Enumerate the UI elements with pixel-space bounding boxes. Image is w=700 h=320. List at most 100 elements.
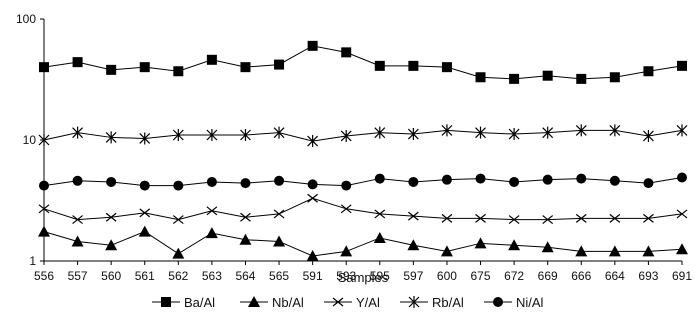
legend-item-nb-al: Nb/Al bbox=[240, 295, 304, 310]
data-point-ni-al bbox=[106, 176, 117, 187]
data-point-nb-al bbox=[440, 245, 453, 257]
data-point-nb-al bbox=[273, 235, 286, 247]
data-point-nb-al bbox=[205, 227, 218, 239]
axes bbox=[40, 18, 683, 265]
data-point-y-al bbox=[240, 212, 251, 222]
legend-label: Ni/Al bbox=[516, 295, 544, 310]
data-point-y-al bbox=[575, 213, 587, 223]
x-tick-label: 563 bbox=[202, 269, 222, 283]
data-point-y-al bbox=[72, 215, 83, 225]
series-line-rb-al bbox=[43, 129, 683, 142]
data-point-rb-al bbox=[307, 135, 319, 148]
x-tick-label: 564 bbox=[235, 269, 255, 283]
series-rb-al bbox=[38, 124, 688, 148]
data-point-ba-al bbox=[509, 73, 520, 84]
data-point-nb-al bbox=[105, 239, 118, 251]
data-point-ni-al bbox=[341, 180, 352, 191]
legend: Ba/Al Nb/Al Y/Al Rb/Al Ni/Al bbox=[152, 295, 544, 310]
data-point-ni-al bbox=[643, 178, 654, 189]
data-point-ba-al bbox=[643, 66, 654, 77]
data-point-rb-al bbox=[206, 128, 218, 141]
data-point-rb-al bbox=[642, 129, 654, 142]
data-point-ni-al bbox=[576, 173, 587, 184]
data-point-ni-al bbox=[173, 180, 184, 191]
data-point-rb-al bbox=[441, 124, 453, 137]
data-point-ba-al bbox=[441, 62, 452, 73]
series-ba-al bbox=[39, 40, 687, 84]
legend-label: Rb/Al bbox=[432, 295, 464, 310]
data-point-ba-al bbox=[542, 70, 553, 81]
data-point-rb-al bbox=[508, 128, 520, 141]
data-point-ni-al bbox=[374, 173, 385, 184]
data-point-ba-al bbox=[576, 73, 587, 84]
data-point-nb-al bbox=[138, 225, 151, 237]
x-tick-label: 672 bbox=[504, 269, 524, 283]
data-point-y-al bbox=[340, 204, 352, 214]
data-point-ba-al bbox=[240, 62, 251, 73]
data-point-ni-al bbox=[139, 180, 150, 191]
x-tick-label: 560 bbox=[101, 269, 121, 283]
data-point-y-al bbox=[172, 215, 184, 225]
data-point-rb-al bbox=[240, 128, 251, 141]
data-point-ni-al bbox=[307, 179, 318, 190]
data-point-nb-al bbox=[172, 247, 185, 259]
data-point-ba-al bbox=[173, 66, 184, 77]
data-point-rb-al bbox=[172, 128, 184, 141]
data-point-ni-al bbox=[609, 175, 620, 186]
data-point-ni-al bbox=[274, 175, 285, 186]
data-point-rb-al bbox=[374, 126, 386, 139]
data-point-nb-al bbox=[38, 225, 50, 237]
series-y-al bbox=[38, 193, 688, 225]
legend-item-y-al: Y/Al bbox=[324, 295, 380, 310]
data-point-rb-al bbox=[609, 124, 621, 137]
x-tick-label: 669 bbox=[538, 269, 558, 283]
data-point-nb-al bbox=[676, 243, 688, 255]
data-point-ba-al bbox=[39, 62, 49, 73]
y-tick-label: 10 bbox=[23, 133, 37, 147]
data-point-ba-al bbox=[609, 72, 620, 83]
y-tick-label: 1 bbox=[29, 254, 36, 268]
series-line-ni-al bbox=[43, 176, 683, 187]
data-point-nb-al bbox=[71, 235, 84, 247]
data-point-y-al bbox=[273, 209, 285, 219]
data-point-ba-al bbox=[341, 47, 352, 58]
data-point-y-al bbox=[676, 209, 688, 219]
series-nb-al bbox=[38, 225, 688, 261]
x-tick-label: 691 bbox=[672, 269, 692, 283]
x-tick-label: 600 bbox=[437, 269, 457, 283]
data-point-ba-al bbox=[139, 62, 150, 73]
data-point-ni-al bbox=[441, 174, 452, 185]
data-point-rb-al bbox=[72, 126, 84, 139]
data-point-y-al bbox=[139, 208, 151, 218]
data-point-y-al bbox=[441, 213, 453, 223]
data-point-nb-al bbox=[306, 249, 319, 261]
data-point-y-al bbox=[206, 206, 218, 216]
data-point-rb-al bbox=[340, 129, 352, 142]
x-tick-label: 557 bbox=[68, 269, 88, 283]
data-point-ba-al bbox=[475, 72, 486, 83]
data-point-nb-al bbox=[239, 233, 252, 245]
data-point-ba-al bbox=[72, 57, 83, 68]
data-point-nb-al bbox=[474, 237, 487, 249]
x-axis-title: Samples bbox=[338, 270, 389, 285]
x-tick-label: 595 bbox=[370, 269, 390, 283]
data-point-ni-al bbox=[509, 176, 520, 187]
data-point-nb-al bbox=[642, 245, 655, 257]
x-tick-label: 593 bbox=[336, 269, 356, 283]
legend-marker-y-al bbox=[332, 297, 344, 307]
x-tick-label: 561 bbox=[135, 269, 155, 283]
data-point-ni-al bbox=[542, 174, 553, 185]
data-point-nb-al bbox=[373, 231, 386, 243]
x-tick-label: 562 bbox=[168, 269, 188, 283]
data-point-nb-al bbox=[340, 245, 353, 257]
data-point-ba-al bbox=[374, 60, 385, 71]
x-tick-label: 693 bbox=[638, 269, 658, 283]
data-point-y-al bbox=[407, 211, 419, 221]
data-point-ba-al bbox=[307, 40, 318, 51]
data-point-ni-al bbox=[408, 176, 419, 187]
x-tick-label: 565 bbox=[269, 269, 289, 283]
data-point-nb-al bbox=[608, 245, 621, 257]
data-point-rb-al bbox=[139, 132, 151, 145]
legend-marker-ba-al bbox=[161, 297, 171, 307]
data-point-ba-al bbox=[106, 64, 117, 75]
